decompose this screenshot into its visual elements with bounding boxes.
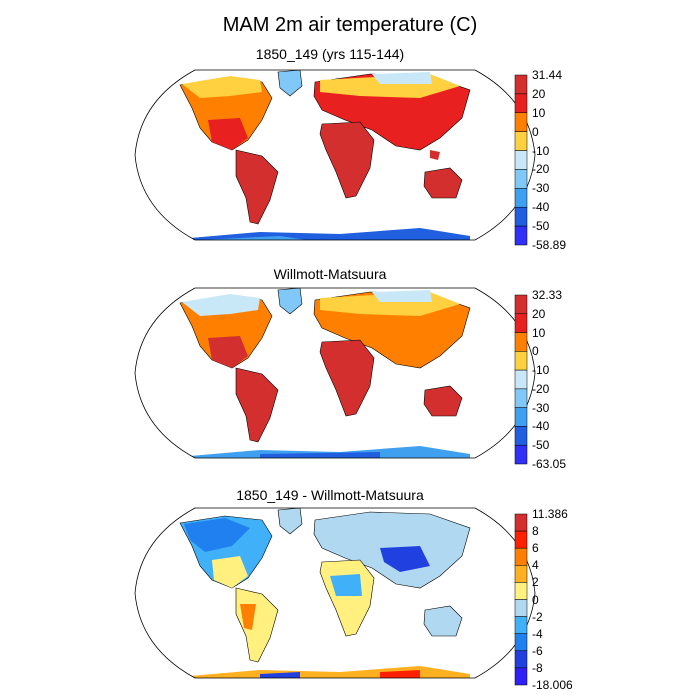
- colorbar-1-swatch: [514, 112, 528, 132]
- colorbar-1-label: -10: [532, 143, 550, 158]
- colorbar-3-label: 2: [532, 575, 539, 590]
- colorbar-1-label: -30: [532, 181, 550, 196]
- colorbar-3-label: -4: [532, 626, 543, 641]
- colorbar-3-label: -18.006: [532, 678, 573, 692]
- colorbar-1-swatch: [514, 169, 528, 189]
- colorbar-1-swatch: [514, 131, 528, 151]
- colorbar-2-label: 32.33: [532, 288, 563, 302]
- colorbar-2-label: 20: [532, 306, 546, 321]
- colorbar-1-swatch: [514, 206, 528, 227]
- panel-1-title: 1850_149 (yrs 115-144): [255, 46, 405, 62]
- colorbar-3-label: 0: [532, 592, 539, 607]
- colorbar-2-swatch: [514, 351, 528, 371]
- colorbar-3-label: 8: [532, 524, 539, 539]
- colorbar-2-swatch: [514, 426, 528, 446]
- colorbar-3-swatch: [514, 667, 528, 686]
- panel-2-title: Willmott-Matsuura: [273, 266, 387, 282]
- colorbar-3-swatch: [514, 547, 528, 566]
- colorbar-3-label: 11.386: [532, 507, 568, 521]
- colorbar-2-label: -20: [532, 381, 550, 396]
- map-panel-1: [135, 70, 535, 240]
- colorbar-2-swatch: [514, 388, 528, 408]
- colorbar-2-swatch: [514, 444, 528, 465]
- colorbar-1-swatch: [514, 93, 528, 114]
- colorbar-3-swatch: [514, 599, 528, 617]
- colorbar-3-swatch: [514, 513, 528, 532]
- colorbar-3-swatch: [514, 582, 528, 600]
- colorbar-3-label: -6: [532, 643, 543, 658]
- figure-title: MAM 2m air temperature (C): [222, 14, 478, 36]
- colorbar-3-swatch: [514, 565, 528, 583]
- colorbar-2-swatch: [514, 313, 528, 333]
- colorbar-1-label: -40: [532, 200, 550, 215]
- colorbar-2-label: -10: [532, 363, 550, 378]
- colorbar-3-label: -8: [532, 660, 543, 675]
- colorbar-1-label: 10: [532, 105, 546, 120]
- colorbar-1-label: -58.89: [532, 238, 567, 252]
- colorbar-1-swatch: [514, 150, 528, 170]
- colorbar-1-label: 31.44: [532, 68, 563, 82]
- colorbar-1-swatch: [514, 188, 528, 208]
- colorbar-3-label: 4: [532, 558, 539, 573]
- colorbar-2-label: 0: [532, 344, 539, 359]
- map-panel-2: [135, 288, 535, 458]
- colorbar-2-label: -30: [532, 400, 550, 415]
- colorbar-2-swatch: [514, 407, 528, 427]
- colorbar-1-label: 0: [532, 124, 539, 139]
- colorbar-1-swatch: [514, 225, 528, 246]
- colorbar-2-label: -63.05: [532, 457, 567, 471]
- colorbar-1-swatch: [514, 74, 528, 95]
- colorbar-2-swatch: [514, 369, 528, 390]
- colorbar-1-label: -20: [532, 162, 550, 177]
- colorbar-3-swatch: [514, 650, 528, 669]
- panel-3-title: 1850_149 - Willmott-Matsuura: [236, 487, 424, 503]
- colorbar-2-label: -50: [532, 438, 550, 453]
- colorbar-2-swatch: [514, 332, 528, 352]
- colorbar-3-swatch: [514, 616, 528, 634]
- colorbar-2-label: 10: [532, 325, 546, 340]
- map-panel-3: [135, 508, 535, 678]
- colorbar-3-label: -2: [532, 609, 543, 624]
- colorbar-1-label: -50: [532, 219, 550, 234]
- colorbar-3-swatch: [514, 633, 528, 652]
- colorbar-3-label: 6: [532, 541, 539, 556]
- colorbar-1-label: 20: [532, 86, 546, 101]
- colorbar-3-swatch: [514, 530, 528, 549]
- colorbar-2-label: -40: [532, 419, 550, 434]
- colorbar-2-swatch: [514, 294, 528, 315]
